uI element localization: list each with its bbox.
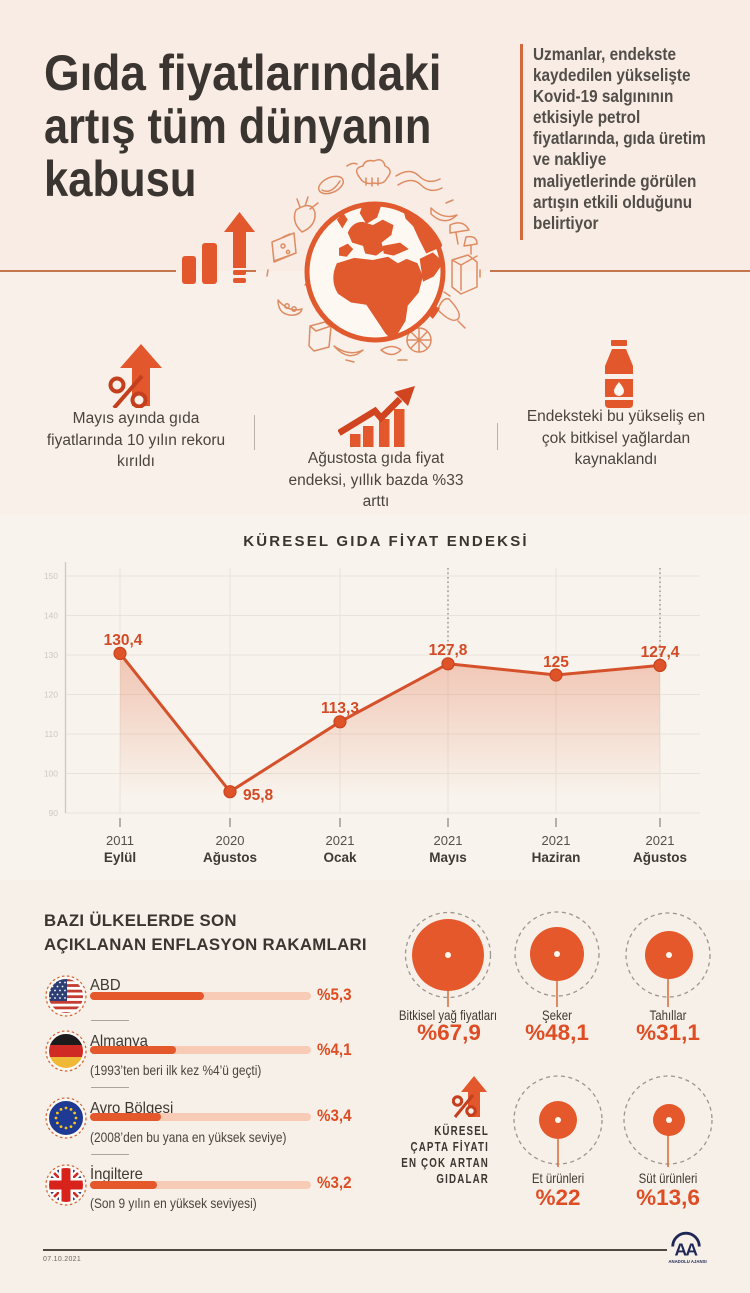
svg-text:130: 130 — [44, 650, 58, 660]
svg-text:2020: 2020 — [216, 833, 245, 848]
svg-text:Ocak: Ocak — [323, 850, 357, 865]
svg-text:ANADOLU AJANSI: ANADOLU AJANSI — [668, 1259, 706, 1264]
svg-text:2021: 2021 — [434, 833, 463, 848]
svg-text:150: 150 — [44, 571, 58, 581]
svg-text:Ağustos: Ağustos — [633, 850, 687, 865]
svg-text:95,8: 95,8 — [243, 787, 274, 804]
svg-text:90: 90 — [49, 808, 59, 818]
svg-text:Eylül: Eylül — [104, 850, 136, 865]
svg-text:130,4: 130,4 — [104, 632, 143, 649]
svg-text:113,3: 113,3 — [321, 700, 359, 717]
svg-text:140: 140 — [44, 611, 58, 621]
svg-text:125: 125 — [543, 654, 569, 671]
svg-text:AA: AA — [675, 1239, 699, 1259]
svg-text:127,4: 127,4 — [641, 644, 680, 661]
svg-text:2011: 2011 — [106, 833, 134, 848]
svg-text:100: 100 — [44, 769, 58, 779]
svg-text:2021: 2021 — [326, 833, 355, 848]
svg-text:2021: 2021 — [542, 833, 571, 848]
svg-text:Haziran: Haziran — [532, 850, 581, 865]
svg-text:110: 110 — [44, 729, 58, 739]
svg-text:120: 120 — [44, 690, 58, 700]
svg-text:2021: 2021 — [646, 833, 675, 848]
svg-text:127,8: 127,8 — [429, 642, 468, 659]
svg-text:Ağustos: Ağustos — [203, 850, 257, 865]
svg-text:Mayıs: Mayıs — [429, 850, 467, 865]
